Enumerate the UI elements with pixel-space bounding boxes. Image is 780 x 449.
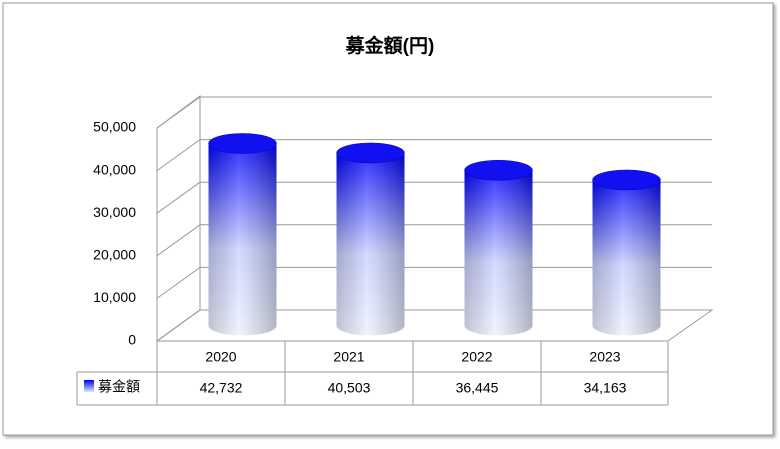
- cylinder-shade: [464, 170, 533, 336]
- cylinder-shade: [592, 179, 661, 336]
- y-tick-label: 20,000: [93, 247, 136, 263]
- table-value: 40,503: [328, 380, 371, 396]
- table-value: 42,732: [200, 380, 243, 396]
- table-value: 36,445: [456, 380, 499, 396]
- grid-line: [156, 181, 201, 214]
- cylinder-top: [336, 142, 405, 164]
- x-tick-label: 2022: [461, 349, 492, 365]
- cylinder-shade: [208, 143, 277, 336]
- grid-line: [156, 139, 201, 172]
- y-tick-label: 40,000: [93, 161, 136, 177]
- y-tick-label: 10,000: [93, 289, 136, 305]
- cylinder-top: [208, 133, 277, 154]
- grid-line: [156, 309, 201, 342]
- cylinder-top: [592, 169, 661, 191]
- chart-title: 募金額(円): [345, 34, 435, 57]
- grid-line: [156, 96, 201, 129]
- table-value: 34,163: [584, 380, 627, 396]
- y-tick-label: 0: [128, 332, 136, 348]
- legend-label: 募金額: [98, 379, 140, 395]
- x-tick-label: 2021: [333, 349, 364, 365]
- cylinder-shade: [336, 152, 405, 336]
- x-tick-label: 2023: [589, 349, 620, 365]
- grid-line: [156, 224, 201, 257]
- x-tick-label: 2020: [205, 349, 236, 365]
- data-table: [76, 340, 669, 406]
- grid-line: [156, 266, 201, 299]
- legend-swatch: [84, 380, 94, 392]
- y-tick-label: 30,000: [93, 204, 136, 220]
- cylinder-top: [464, 159, 533, 181]
- y-tick-label: 50,000: [93, 119, 136, 135]
